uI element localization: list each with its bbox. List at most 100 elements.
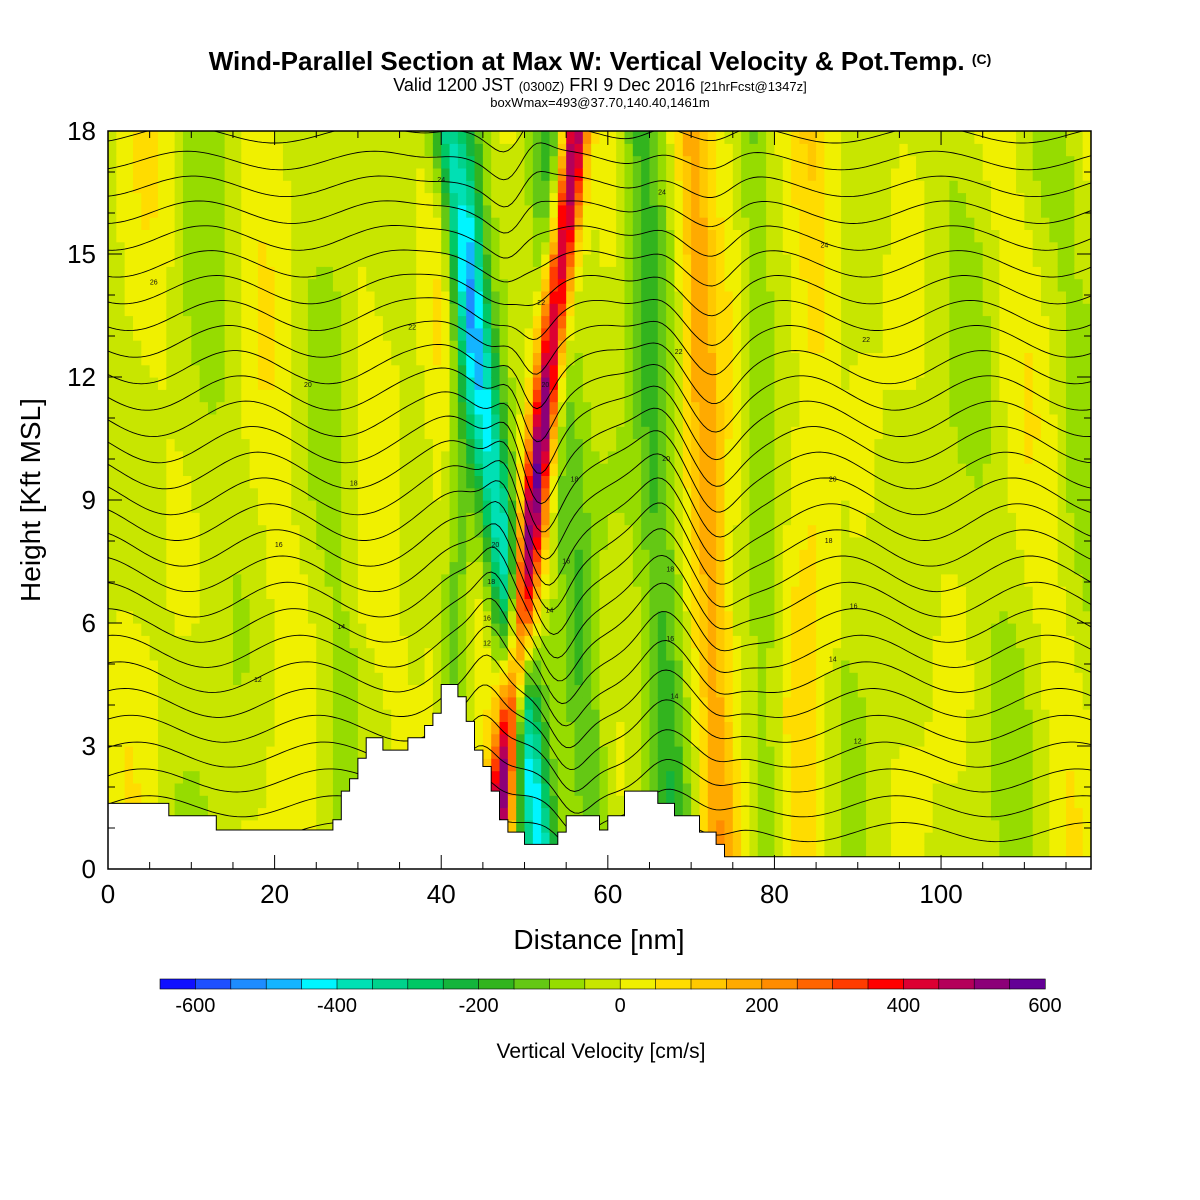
field-cell bbox=[582, 500, 592, 513]
field-cell bbox=[149, 315, 159, 329]
field-cell bbox=[207, 315, 217, 329]
field-cell bbox=[732, 290, 742, 304]
field-cell bbox=[782, 721, 792, 735]
field-cell bbox=[482, 180, 492, 194]
field-cell bbox=[174, 758, 184, 772]
field-cell bbox=[191, 131, 201, 144]
field-cell bbox=[774, 782, 784, 796]
field-cell bbox=[116, 438, 126, 452]
field-cell bbox=[516, 450, 526, 464]
field-cell bbox=[774, 586, 784, 599]
field-cell bbox=[349, 758, 359, 772]
field-cell bbox=[232, 549, 242, 563]
field-cell bbox=[324, 463, 334, 476]
field-cell bbox=[166, 401, 176, 415]
field-cell bbox=[532, 229, 542, 243]
field-cell bbox=[441, 364, 451, 378]
field-cell bbox=[716, 623, 726, 636]
field-cell bbox=[207, 782, 217, 796]
field-cell bbox=[182, 426, 192, 440]
field-cell bbox=[574, 143, 584, 157]
field-cell bbox=[374, 549, 384, 563]
field-cell bbox=[332, 401, 342, 415]
field-cell bbox=[624, 254, 634, 267]
field-cell bbox=[716, 180, 726, 194]
field-cell bbox=[657, 561, 667, 575]
field-cell bbox=[716, 696, 726, 710]
field-cell bbox=[474, 524, 484, 538]
field-cell bbox=[516, 610, 526, 624]
field-cell bbox=[791, 758, 801, 772]
field-cell bbox=[507, 524, 517, 538]
field-cell bbox=[191, 561, 201, 575]
field-cell bbox=[108, 500, 117, 513]
field-cell bbox=[516, 303, 526, 317]
field-cell bbox=[482, 733, 492, 747]
field-cell bbox=[616, 303, 626, 317]
field-cell bbox=[324, 450, 334, 464]
field-cell bbox=[782, 290, 792, 304]
field-cell bbox=[108, 487, 117, 501]
field-cell bbox=[199, 795, 209, 809]
field-cell bbox=[766, 192, 776, 206]
field-cell bbox=[774, 475, 784, 489]
field-cell bbox=[224, 450, 234, 464]
field-cell bbox=[149, 500, 159, 513]
field-cell bbox=[132, 758, 142, 772]
field-cell bbox=[441, 217, 451, 230]
field-cell bbox=[341, 561, 351, 575]
field-cell bbox=[782, 832, 792, 845]
field-cell bbox=[474, 426, 484, 440]
field-cell bbox=[108, 696, 117, 710]
field-cell bbox=[299, 401, 309, 415]
field-cell bbox=[557, 315, 567, 329]
field-cell bbox=[557, 524, 567, 538]
field-cell bbox=[532, 131, 542, 144]
field-cell bbox=[641, 155, 651, 169]
field-cell bbox=[174, 167, 184, 181]
field-cell bbox=[391, 696, 401, 710]
field-cell bbox=[141, 770, 151, 784]
field-cell bbox=[757, 672, 767, 686]
field-cell bbox=[591, 327, 601, 341]
field-cell bbox=[632, 290, 642, 304]
field-cell bbox=[624, 733, 634, 747]
field-cell bbox=[366, 438, 376, 452]
field-cell bbox=[182, 647, 192, 661]
field-cell bbox=[366, 426, 376, 440]
field-cell bbox=[524, 549, 534, 563]
field-cell bbox=[657, 377, 667, 390]
field-cell bbox=[624, 500, 634, 513]
field-cell bbox=[591, 647, 601, 661]
field-cell bbox=[591, 131, 601, 144]
field-cell bbox=[532, 278, 542, 292]
field-cell bbox=[199, 573, 209, 587]
field-cell bbox=[649, 229, 659, 243]
field-cell bbox=[241, 524, 251, 538]
field-cell bbox=[774, 426, 784, 440]
field-cell bbox=[682, 364, 692, 378]
field-cell bbox=[766, 450, 776, 464]
field-cell bbox=[541, 229, 551, 243]
field-cell bbox=[241, 290, 251, 304]
field-cell bbox=[491, 229, 501, 243]
field-cell bbox=[432, 377, 442, 390]
field-cell bbox=[249, 770, 259, 784]
field-cell bbox=[774, 573, 784, 587]
field-cell bbox=[716, 327, 726, 341]
field-cell bbox=[274, 413, 284, 427]
field-cell bbox=[332, 487, 342, 501]
field-cell bbox=[582, 586, 592, 599]
field-cell bbox=[499, 463, 509, 476]
field-cell bbox=[482, 475, 492, 489]
field-cell bbox=[766, 721, 776, 735]
field-cell bbox=[482, 672, 492, 686]
field-cell bbox=[524, 819, 534, 833]
field-cell bbox=[191, 573, 201, 587]
field-cell bbox=[782, 327, 792, 341]
field-cell bbox=[532, 512, 542, 526]
field-cell bbox=[766, 487, 776, 501]
field-cell bbox=[649, 278, 659, 292]
field-cell bbox=[357, 487, 367, 501]
field-cell bbox=[499, 573, 509, 587]
